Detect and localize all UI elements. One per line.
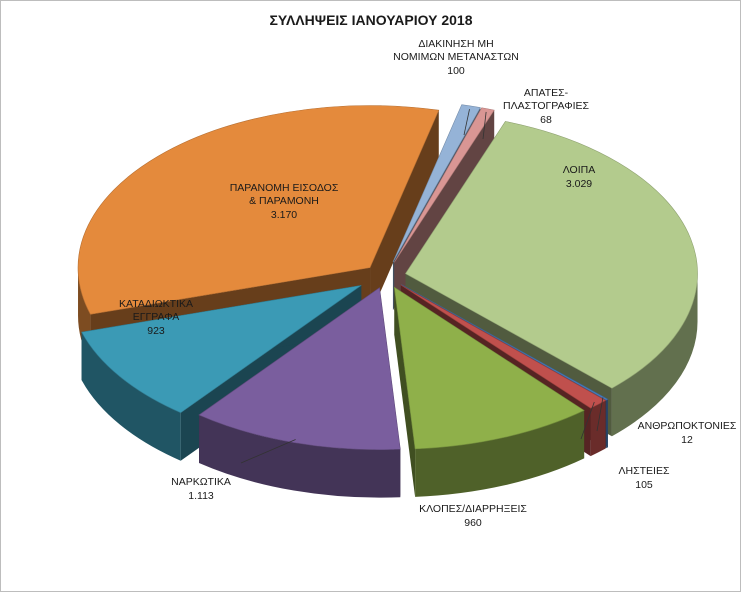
leader-lines	[240, 109, 604, 464]
label-κλοπες-διαρρηξεις: ΚΛΟΠΕΣ/ΔΙΑΡΡΗΞΕΙΣ 960	[419, 503, 527, 529]
label-ναρκωτικα: ΝΑΡΚΩΤΙΚΑ 1.113	[171, 476, 231, 502]
leader-απατες-πλαστογραφιες	[482, 111, 487, 140]
value-καταδιωκτικα-εγγραφα: 923	[147, 325, 165, 337]
slice-rim-0-λοιπα	[611, 273, 698, 437]
chart-title: ΣΥΛΛΗΨΕΙΣ ΙΑΝΟΥΑΡΙΟΥ 2018	[270, 12, 473, 28]
value-ληστειες: 105	[635, 479, 653, 491]
slice-rim-0-καταδιωκτικα-εγγραφα	[81, 332, 181, 461]
slice-ληστειες	[400, 284, 607, 409]
leader-διακινηση-μη-νομιμων-μεταναστων	[463, 109, 470, 136]
slice-rim-0-ληστειες	[590, 400, 606, 457]
value-λοιπα: 3.029	[566, 178, 592, 190]
value-παρανομη-εισοδος-παραμονη: 3.170	[271, 209, 297, 221]
value-ναρκωτικα: 1.113	[188, 490, 214, 502]
leader-ναρκωτικα	[240, 439, 296, 464]
slice-wall-1-κλοπες-διαρρηξεις	[394, 287, 416, 497]
slice-καταδιωκτικα-εγγραφα	[81, 285, 362, 414]
slice-wall-1-παρανομη-εισοδος-παραμονη	[370, 110, 439, 316]
label-παρανομη-εισοδος-παραμονη: ΠΑΡΑΝΟΜΗ ΕΙΣΟΔΟΣ & ΠΑΡΑΜΟΝΗ 3.170	[230, 182, 339, 221]
slice-ναρκωτικα	[198, 287, 401, 450]
slice-διακινηση-μη-νομιμων-μεταναστων	[392, 104, 481, 263]
value-κλοπες-διαρρηξεις: 960	[464, 517, 482, 529]
slice-λοιπα	[405, 121, 698, 389]
label-διακινηση-μη-νομιμων-μεταναστων: ΔΙΑΚΙΝΗΣΗ ΜΗ ΝΟΜΙΜΩΝ ΜΕΤΑΝΑΣΤΩΝ 100	[393, 38, 519, 77]
leader-ανθρωποκτονιες	[596, 397, 604, 432]
slice-ανθρωποκτονιες	[401, 284, 609, 401]
value-απατες-πλαστογραφιες: 68	[540, 114, 552, 126]
slice-labels: ΛΟΙΠΑ 3.029 ΑΝΘΡΩΠΟΚΤΟΝΙΕΣ 12 ΛΗΣΤΕΙΕΣ 105 ΚΛΟ…	[119, 38, 737, 529]
value-διακινηση-μη-νομιμων-μεταναστων: 100	[447, 65, 465, 77]
slice-απατες-πλαστογραφιες	[394, 107, 495, 263]
label-ανθρωποκτονιες: ΑΝΘΡΩΠΟΚΤΟΝΙΕΣ 12	[638, 420, 737, 446]
label-λοιπα: ΛΟΙΠΑ 3.029	[563, 164, 595, 190]
slice-κλοπες-διαρρηξεις	[393, 286, 585, 450]
slice-tops	[77, 104, 698, 450]
label-απατες-πλαστογραφιες: ΑΠΑΤΕΣ-ΠΛΑΣΤΟΓΡΑΦΙΕΣ 68	[503, 87, 589, 126]
value-ανθρωποκτονιες: 12	[681, 434, 693, 446]
leader-ληστειες	[580, 401, 595, 440]
slice-rim-0-κλοπες-διαρρηξεις	[415, 410, 585, 497]
label-καταδιωκτικα-εγγραφα: ΚΑΤΑΔΙΩΚΤΙΚΑ ΕΓΓΡΑΦΑ 923	[119, 298, 193, 337]
label-ληστειες: ΛΗΣΤΕΙΕΣ 105	[619, 465, 670, 491]
slice-rim-0-ανθρωποκτονιες	[606, 399, 608, 449]
slice-rim-0-ναρκωτικα	[199, 414, 401, 498]
slice-παρανομη-εισοδος-παραμονη	[77, 105, 440, 315]
